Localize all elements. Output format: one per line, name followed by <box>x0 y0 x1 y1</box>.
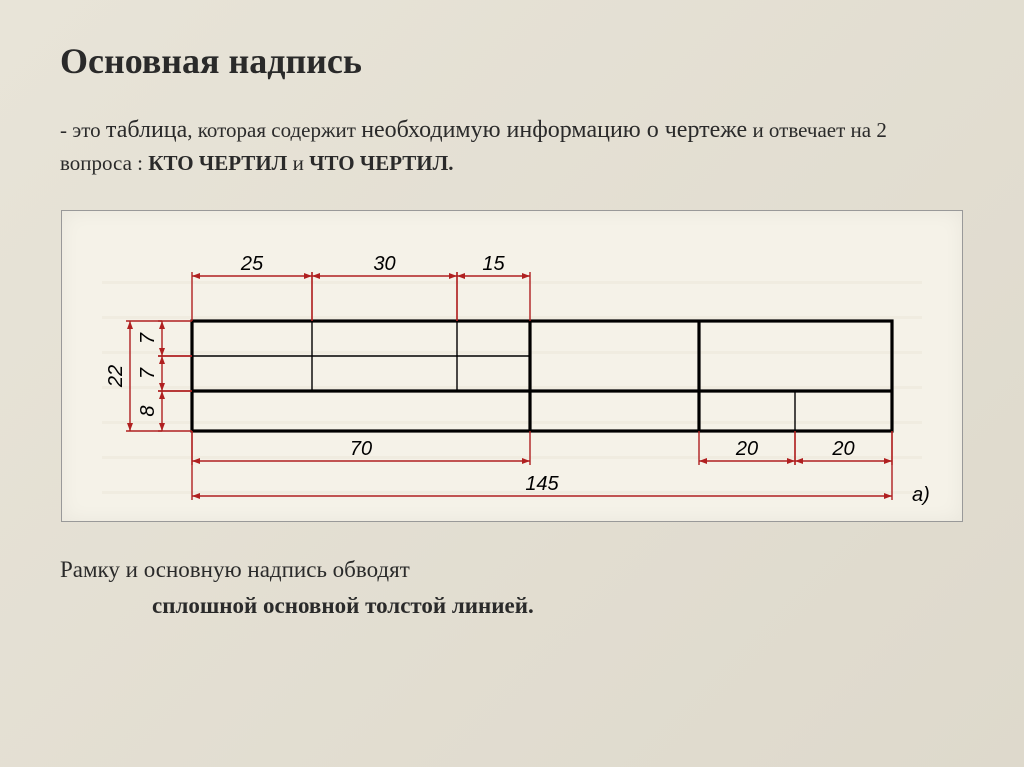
svg-text:22: 22 <box>105 364 127 387</box>
text: необходимую информацию о чертеже <box>361 117 747 143</box>
svg-text:7: 7 <box>137 332 159 344</box>
text: и <box>287 151 309 175</box>
svg-text:145: 145 <box>525 473 559 495</box>
text: , которая содержит <box>187 118 361 142</box>
text: . <box>448 151 453 175</box>
svg-text:7: 7 <box>137 367 159 379</box>
svg-text:а): а) <box>912 484 930 506</box>
svg-text:30: 30 <box>373 253 395 275</box>
page-title: Основная надпись <box>60 40 964 82</box>
text: ЧТО ЧЕРТИЛ <box>309 151 448 175</box>
text: сплошной основной толстой линией. <box>152 593 534 618</box>
svg-text:70: 70 <box>350 438 372 460</box>
text: - это <box>60 118 106 142</box>
text: КТО ЧЕРТИЛ <box>148 151 287 175</box>
svg-text:8: 8 <box>137 405 159 416</box>
svg-text:15: 15 <box>482 253 505 275</box>
intro-paragraph: - это таблица, которая содержит необходи… <box>60 112 964 180</box>
svg-text:25: 25 <box>240 253 264 275</box>
text: таблица <box>106 117 187 143</box>
svg-text:20: 20 <box>735 438 758 460</box>
footnote: Рамку и основную надпись обводят сплошно… <box>60 552 964 626</box>
technical-drawing: 25 30 15 70 20 20 145 7 7 8 22 а) <box>61 210 963 522</box>
svg-text:20: 20 <box>831 438 854 460</box>
text: Рамку и основную надпись обводят <box>60 557 410 582</box>
